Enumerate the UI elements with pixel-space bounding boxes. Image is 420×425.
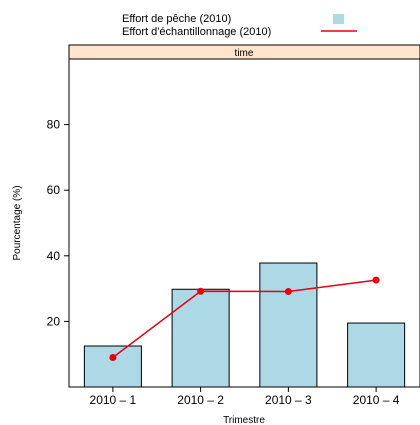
- y-tick-label-20: 20: [47, 314, 61, 328]
- legend-line-label: Effort d'échantillonnage (2010): [122, 26, 271, 38]
- bar-2: [171, 288, 230, 388]
- x-axis: 2010 – 1 2010 – 2 2010 – 3 2010 – 4: [90, 387, 400, 407]
- y-axis-title: Pourcentage (%): [12, 185, 23, 260]
- line-point-1: [109, 353, 117, 361]
- bar-4: [347, 322, 406, 388]
- y-tick-label-80: 80: [47, 118, 61, 132]
- legend-bar-swatch: [333, 14, 344, 24]
- bars: [83, 262, 406, 388]
- line-point-4: [372, 276, 380, 284]
- line-series-path: [112, 279, 377, 359]
- x-tick-label-3: 2010 – 3: [265, 393, 312, 407]
- bar-1: [83, 345, 142, 388]
- x-tick-label-1: 2010 – 1: [90, 393, 137, 407]
- legend-bar-label: Effort de pêche (2010): [122, 13, 231, 25]
- x-tick-label-4: 2010 – 4: [353, 393, 400, 407]
- plot-frame: [68, 58, 420, 388]
- legend: Effort de pêche (2010) Effort d'échantil…: [122, 13, 357, 38]
- line-point-3: [284, 288, 292, 296]
- line-series: [109, 276, 380, 361]
- bar-3: [259, 262, 318, 388]
- y-tick-label-60: 60: [47, 183, 61, 197]
- y-tick-label-40: 40: [47, 249, 61, 263]
- line-point-2: [197, 287, 205, 295]
- strip-label: time: [235, 48, 254, 59]
- x-tick-label-2: 2010 – 2: [177, 393, 224, 407]
- y-axis: 20 40 60 80: [47, 118, 69, 328]
- x-axis-title: Trimestre: [223, 415, 265, 425]
